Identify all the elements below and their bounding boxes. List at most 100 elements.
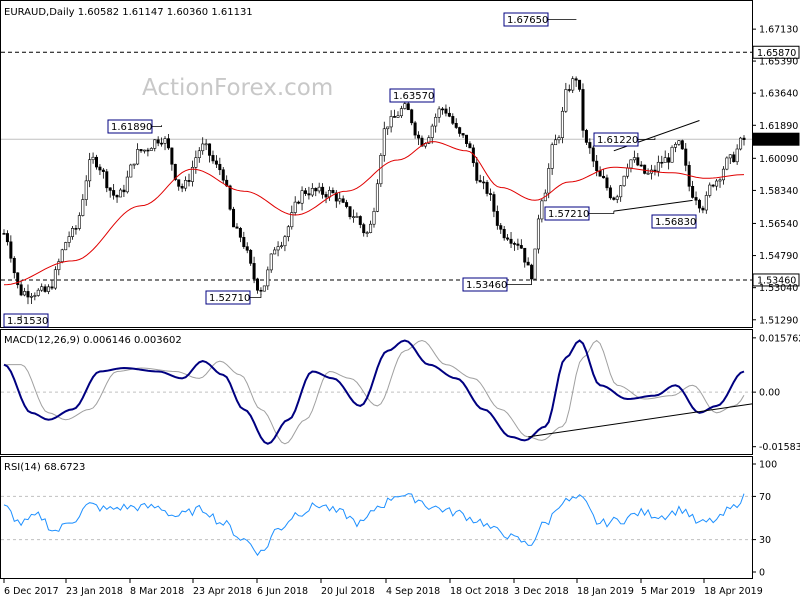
candle-body [533,248,537,280]
candle-body [173,163,177,180]
candle-body [626,167,630,177]
candle-body [256,278,260,291]
candle-body [16,272,20,286]
candle-body [125,176,129,193]
candle-body [509,238,513,244]
x-tick-label: 18 Jan 2019 [577,586,634,597]
candle-body [5,233,9,243]
candle-body [369,223,373,233]
candle-body [684,148,688,166]
candle-body [60,249,64,262]
candle-body [297,201,301,204]
candle-body [64,242,68,251]
candle-body [519,245,523,249]
candle-body [317,186,321,192]
price-annotation-label: 1.52710 [209,293,250,304]
price-annotation-label: 1.53460 [466,280,507,291]
price-annotation-box [3,313,49,328]
candle-body [286,226,290,238]
price-tick-label: 1.56540 [759,219,798,230]
candle-body [608,187,612,199]
candle-body [118,189,122,198]
candle-body [718,179,722,182]
candle-body [348,206,352,218]
candle-body [742,137,746,140]
candle-body [338,198,342,202]
candle-body [98,166,102,171]
candle-body [694,197,698,201]
candle-body [310,188,314,196]
candle-body [430,125,434,138]
candle-body [283,236,287,247]
candle-body [228,185,232,210]
candle-body [595,160,599,172]
candle-body [170,147,174,165]
price-annotation-box [389,88,435,103]
candle-body [602,175,606,179]
candle-body [314,188,318,192]
price-tick-label: 1.58340 [759,186,798,197]
candle-body [252,263,256,280]
candle-body [502,228,506,239]
x-tick-label: 23 Apr 2018 [193,586,252,597]
candle-body [434,116,438,127]
candle-body [36,289,40,296]
candle-body [307,193,311,196]
candle-body [564,89,568,112]
x-tick-label: 6 Dec 2017 [4,586,59,597]
moving-average-line [3,141,745,286]
candle-body [646,172,650,175]
candle-body [540,200,544,220]
rsi-line [3,493,745,557]
candle-body [341,198,345,203]
candle-body [201,143,205,152]
macd-tick-label: -0.015834 [759,442,800,453]
candle-body [427,137,431,144]
candle-body [101,169,105,172]
candle-body [166,138,170,149]
candle-body [437,108,441,118]
candle-body [238,227,242,238]
candle-body [526,261,530,266]
price-tick-label: 1.54790 [759,251,798,262]
candle-body [643,164,647,174]
candle-body [389,116,393,128]
candle-body [259,289,263,292]
candle-body [451,116,455,124]
price-annotation-connector [250,293,262,298]
candle-body [218,163,222,171]
x-tick-label: 18 Apr 2019 [704,586,763,597]
candle-body [396,115,400,118]
rsi-tick-label: 70 [759,492,771,503]
candle-body [129,164,133,178]
price-annotation-label: 1.61220 [597,135,638,146]
candle-body [578,79,582,90]
price-annotation-label: 1.61890 [111,122,152,133]
candle-body [91,156,95,161]
rsi-panel-frame [0,456,753,579]
macd-trendline [528,403,753,438]
candle-body [184,180,188,189]
x-tick-label: 23 Jan 2018 [66,586,123,597]
price-level-tag [752,273,800,287]
candle-body [536,218,540,250]
price-panel-frame [0,0,753,328]
candle-body [386,126,390,130]
candle-body [547,168,551,194]
candle-body [190,167,194,182]
candle-series [2,76,746,305]
candle-body [636,157,640,166]
candle-body [639,164,643,167]
price-tick-label: 1.60090 [759,154,798,165]
price-annotation-connector [152,125,162,127]
candle-body [663,157,667,163]
candle-body [739,137,743,150]
candle-body [351,216,355,218]
candle-body [47,286,51,292]
candle-body [673,143,677,148]
candle-body [235,226,239,229]
candle-body [12,257,16,274]
candle-body [550,144,554,169]
candle-body [516,243,520,246]
